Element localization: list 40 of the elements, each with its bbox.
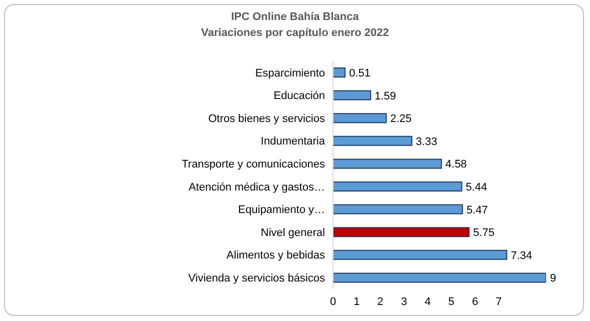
bar [333,90,372,100]
data-label: 0.51 [349,68,370,80]
data-label: 9 [550,272,556,285]
bar [333,272,546,283]
y-tick-label: Otros bienes y servicios [208,112,326,125]
bar [333,68,346,78]
x-tick-label: 3 [400,296,408,308]
data-label: 5.44 [466,182,488,194]
y-tick-label: Indumentaria [260,136,326,148]
y-tick-label: Equipamiento y… [238,204,325,216]
x-tick-label: 4 [424,296,431,308]
x-tick-label: 5 [448,296,454,308]
x-tick-label: 6 [472,296,478,308]
x-tick-label: 2 [377,296,384,308]
chart-title: IPC Online Bahía Blanca [230,10,360,25]
y-tick-label: Educación [274,90,325,102]
bar [333,158,442,169]
data-label: 5.75 [473,227,495,240]
data-label: 3.33 [416,136,438,148]
x-tick-label: 7 [496,296,502,308]
data-label: 7.34 [510,250,532,262]
bar [333,204,463,214]
y-tick-label: Transporte y comunicaciones [182,158,326,171]
data-label: 1.59 [374,90,396,102]
x-tick-label: 1 [354,296,360,308]
y-tick-label: Atención médica y gastos… [188,181,325,194]
x-tick-label: 0 [330,296,336,308]
y-tick-label: Esparcimiento [255,67,325,80]
chart-subtitle: Variaciones por capítulo enero 2022 [200,26,390,41]
bar [333,250,508,260]
y-tick-label: Alimentos y bebidas [226,250,326,262]
y-tick-label: Vivienda y servicios básicos [188,272,326,285]
bar [333,227,470,238]
data-label: 5.47 [466,204,488,216]
data-label: 2.25 [390,113,412,126]
bar [333,182,462,192]
bar [333,113,387,124]
data-label: 4.58 [445,158,467,171]
bar [333,136,412,146]
y-tick-label: Nivel general [260,226,325,239]
